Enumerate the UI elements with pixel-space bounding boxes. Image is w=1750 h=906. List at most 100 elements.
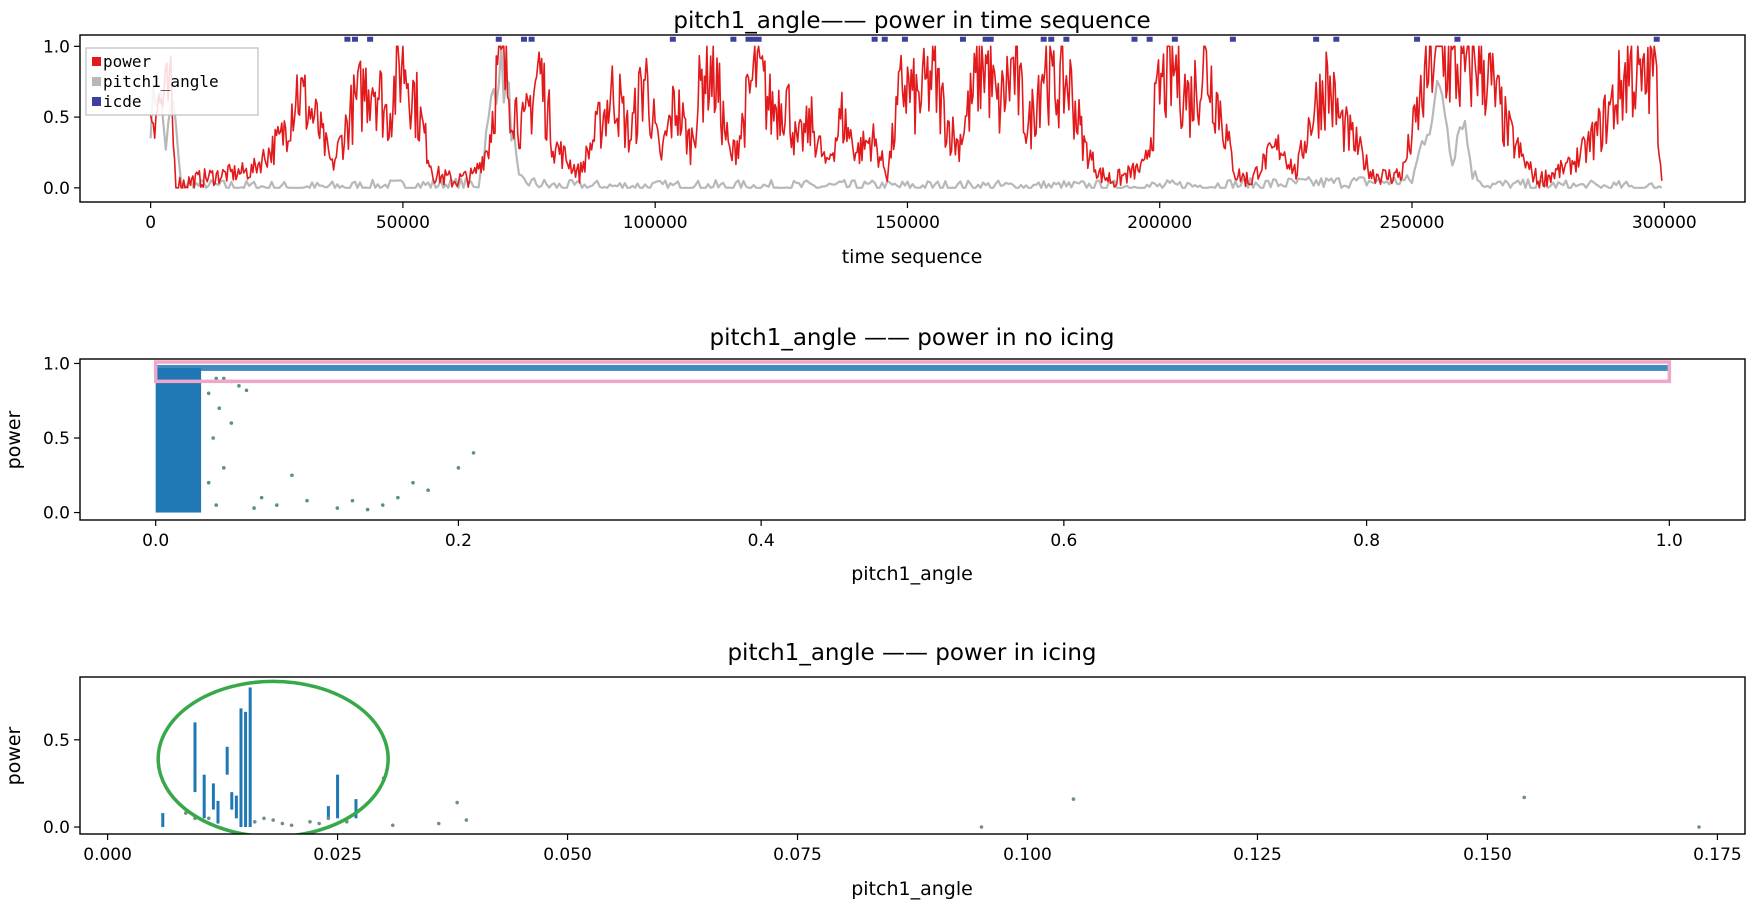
data-point bbox=[317, 821, 321, 826]
icde-marker bbox=[750, 36, 757, 42]
data-point bbox=[252, 819, 257, 824]
icde-marker bbox=[1146, 36, 1153, 42]
icde-marker bbox=[344, 36, 351, 42]
data-point bbox=[426, 488, 430, 492]
legend-label-icde: icde bbox=[103, 92, 142, 111]
icde-marker bbox=[1063, 36, 1070, 42]
x-tick-label: 0.4 bbox=[748, 531, 775, 551]
data-point bbox=[308, 819, 312, 824]
data-point bbox=[365, 507, 370, 512]
icde-marker bbox=[745, 36, 752, 42]
icde-marker bbox=[1048, 36, 1055, 42]
data-point bbox=[979, 825, 984, 829]
data-point bbox=[464, 818, 469, 822]
data-point bbox=[206, 391, 211, 396]
data-point bbox=[326, 816, 331, 821]
x-tick-label: 0.000 bbox=[83, 845, 132, 865]
data-point bbox=[237, 384, 241, 388]
y-axis-label: power bbox=[3, 410, 25, 469]
data-point bbox=[221, 466, 226, 470]
data-point bbox=[244, 388, 249, 393]
icde-marker bbox=[959, 36, 966, 42]
data-point bbox=[252, 506, 256, 510]
data-point bbox=[214, 376, 219, 381]
icde-marker bbox=[495, 36, 502, 42]
x-tick-label: 0.050 bbox=[543, 845, 592, 865]
icde-marker bbox=[367, 36, 374, 42]
series-line-pitch1-angle bbox=[149, 45, 1663, 189]
chart-title: pitch1_angle —— power in icing bbox=[727, 640, 1096, 666]
y-tick-label: 0.0 bbox=[43, 504, 70, 524]
x-tick-label: 0.2 bbox=[445, 531, 472, 551]
y-axis-label: power bbox=[3, 726, 25, 785]
chart-panel-icing: pitch1_angle —— power in icing 0.000 0.02… bbox=[3, 640, 1746, 900]
data-point bbox=[289, 823, 294, 828]
data-point bbox=[1522, 795, 1527, 800]
x-tick-label: 1.0 bbox=[1656, 531, 1683, 551]
x-tick-label: 0 bbox=[145, 213, 156, 233]
data-point bbox=[206, 480, 211, 485]
data-point bbox=[259, 495, 264, 500]
data-point bbox=[274, 503, 279, 507]
data-point bbox=[471, 451, 476, 455]
icde-marker bbox=[881, 36, 888, 42]
data-point bbox=[217, 406, 222, 410]
icde-marker bbox=[1414, 36, 1421, 42]
x-tick-label: 0.100 bbox=[1003, 845, 1052, 865]
data-point bbox=[396, 495, 400, 500]
x-tick-label: 0.075 bbox=[773, 845, 822, 865]
icde-marker bbox=[730, 36, 737, 42]
data-point bbox=[390, 823, 395, 828]
x-tick-label: 0.0 bbox=[142, 531, 169, 551]
data-point bbox=[380, 503, 385, 507]
data-point bbox=[211, 436, 215, 440]
series-line-power bbox=[149, 45, 1663, 189]
icde-marker bbox=[521, 36, 527, 42]
highlight-ellipse bbox=[156, 679, 390, 834]
legend-swatch-icde bbox=[92, 97, 101, 106]
x-tick-label: 200000 bbox=[1127, 213, 1192, 233]
plot-frame bbox=[79, 34, 1746, 203]
legend-swatch-pitch1-angle bbox=[92, 77, 101, 86]
y-tick-label: 0.5 bbox=[43, 731, 70, 751]
icde-marker bbox=[982, 36, 989, 42]
chart-title: pitch1_angle—— power in time sequence bbox=[673, 8, 1150, 34]
data-point bbox=[262, 816, 266, 821]
chart-panel-no-icing: pitch1_angle —— power in no icing 0.0 0.2… bbox=[3, 325, 1746, 585]
dense-point-cluster bbox=[155, 367, 202, 513]
data-point bbox=[456, 466, 461, 470]
icde-marker bbox=[1171, 36, 1178, 42]
data-point bbox=[350, 498, 355, 503]
icde-marker bbox=[755, 36, 762, 42]
chart-title: pitch1_angle —— power in no icing bbox=[709, 325, 1114, 351]
icde-marker bbox=[1454, 36, 1461, 42]
x-tick-label: 100000 bbox=[623, 213, 688, 233]
icde-marker bbox=[1229, 36, 1236, 42]
x-tick-label: 0.6 bbox=[1050, 531, 1077, 551]
x-tick-label: 0.150 bbox=[1463, 845, 1512, 865]
data-point bbox=[290, 473, 294, 478]
x-tick-label: 250000 bbox=[1380, 213, 1445, 233]
y-tick-label: 1.0 bbox=[43, 354, 70, 374]
icde-marker bbox=[1313, 36, 1320, 42]
y-tick-label: 0.5 bbox=[43, 108, 70, 128]
icde-marker bbox=[1040, 36, 1047, 42]
x-tick-label: 300000 bbox=[1632, 213, 1697, 233]
legend: power pitch1_angle icde bbox=[85, 47, 259, 116]
icde-marker bbox=[528, 36, 535, 42]
x-axis-label: time sequence bbox=[842, 246, 983, 268]
top-point-band bbox=[155, 364, 1670, 371]
icde-marker bbox=[871, 36, 878, 42]
data-point bbox=[214, 503, 219, 507]
legend-label-pitch1-angle: pitch1_angle bbox=[103, 72, 219, 91]
x-tick-label: 50000 bbox=[376, 213, 430, 233]
icde-marker bbox=[1653, 36, 1660, 42]
data-point bbox=[206, 816, 211, 821]
plot-frame bbox=[79, 676, 1746, 835]
data-point bbox=[436, 821, 441, 826]
icde-marker bbox=[987, 36, 994, 42]
legend-label-power: power bbox=[103, 52, 152, 71]
icde-marker bbox=[1131, 36, 1138, 42]
x-tick-label: 0.125 bbox=[1233, 845, 1282, 865]
